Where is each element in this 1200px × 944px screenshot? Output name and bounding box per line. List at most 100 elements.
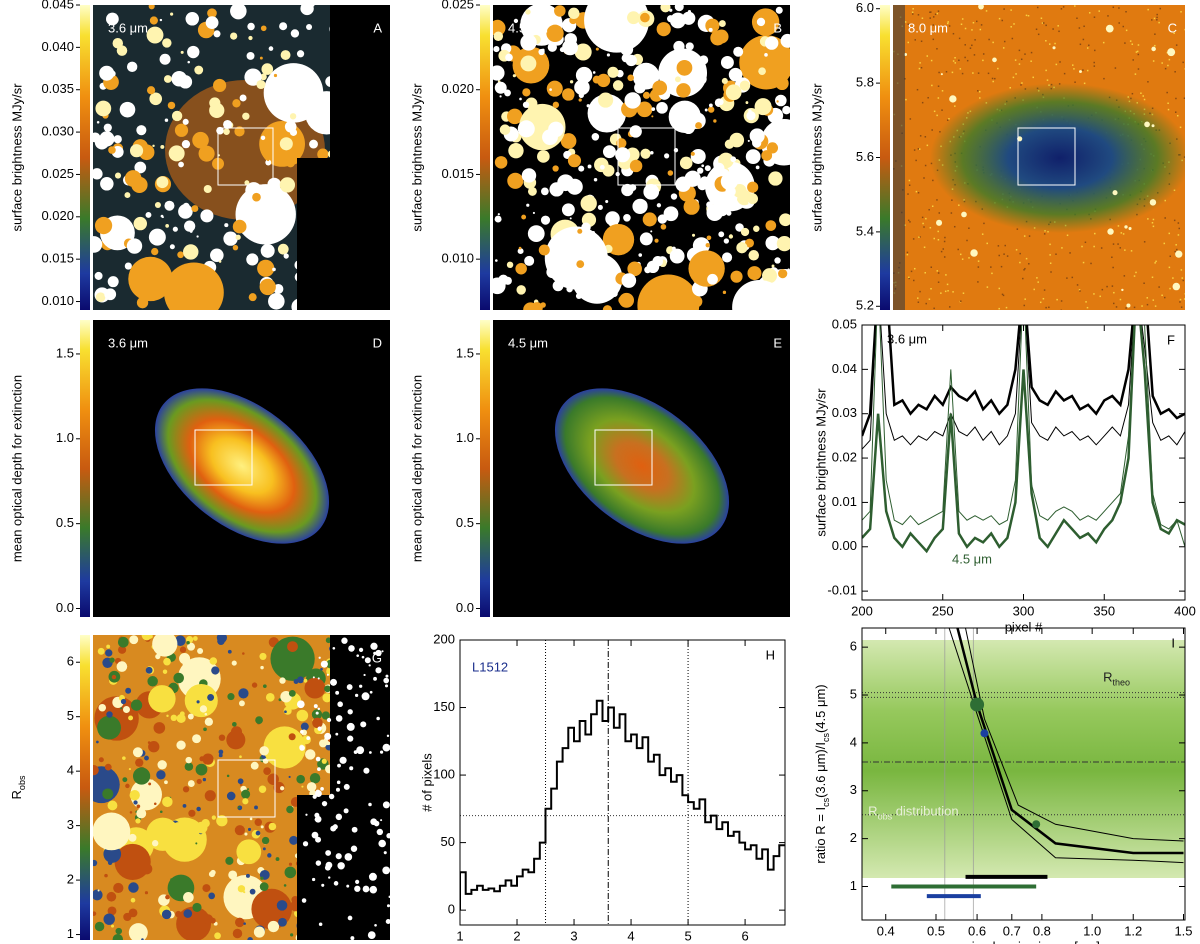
image-speck: [732, 183, 747, 198]
image-speck: [1154, 44, 1156, 47]
axis-label: # of pixels: [419, 753, 434, 812]
image-speck: [764, 36, 779, 50]
image-speck: [289, 835, 299, 845]
marker: [1032, 820, 1041, 829]
label-part: ratio R = I: [813, 807, 828, 864]
image-speck: [278, 917, 287, 927]
image-speck: [183, 892, 194, 903]
image-speck: [242, 652, 245, 655]
image-speck: [317, 726, 322, 731]
image-speck: [1176, 248, 1178, 251]
image-speck: [1113, 291, 1115, 294]
image-speck: [1078, 27, 1081, 29]
image-speck: [93, 236, 103, 253]
image-speck: [235, 184, 296, 245]
image-speck: [1018, 63, 1021, 65]
image-speck: [627, 261, 642, 277]
image-speck: [260, 243, 275, 258]
image-speck: [972, 21, 975, 24]
image-speck: [1028, 235, 1031, 237]
image-speck: [1117, 243, 1119, 245]
image-speck: [130, 778, 162, 811]
image-speck: [254, 818, 263, 826]
image-speck: [991, 272, 993, 275]
image-speck: [1169, 287, 1171, 290]
image-speck: [687, 20, 690, 23]
image-speck: [300, 730, 304, 734]
image-speck: [383, 677, 390, 684]
image-speck: [998, 287, 1001, 290]
image-speck: [522, 88, 531, 97]
image-speck: [717, 98, 724, 106]
image-speck: [937, 230, 939, 233]
image-speck: [1164, 217, 1166, 219]
image-speck: [771, 264, 775, 268]
image-speck: [1093, 65, 1096, 67]
image-speck: [937, 97, 940, 99]
image-speck: [917, 14, 920, 16]
image-speck: [1050, 271, 1052, 273]
image-speck: [493, 19, 506, 37]
image-speck: [593, 177, 598, 182]
image-speck: [179, 653, 191, 665]
image-speck: [656, 22, 671, 37]
image-speck: [363, 767, 370, 774]
image-speck: [160, 144, 165, 149]
image-speck: [115, 927, 123, 935]
plot-area: [93, 5, 390, 310]
image-speck: [346, 722, 355, 731]
image-speck: [964, 56, 966, 59]
image-speck: [385, 918, 390, 925]
image-speck: [930, 266, 933, 268]
image-speck: [1167, 108, 1170, 111]
image-speck: [1151, 222, 1154, 224]
image-speck: [936, 199, 938, 201]
histogram-bar: [585, 735, 591, 911]
image-speck: [574, 79, 590, 96]
image-star: [978, 5, 984, 10]
image-speck: [606, 22, 616, 32]
image-speck: [156, 770, 166, 780]
image-speck: [1133, 275, 1136, 277]
image-speck: [660, 224, 667, 230]
image-speck: [239, 94, 247, 102]
image-speck: [301, 785, 304, 788]
image-speck: [621, 273, 637, 288]
image-speck: [360, 721, 367, 728]
image-speck: [267, 920, 280, 933]
image-speck: [948, 25, 951, 27]
image-speck: [134, 161, 147, 174]
image-speck: [106, 12, 119, 26]
image-speck: [335, 787, 340, 792]
image-speck: [522, 101, 530, 108]
image-speck: [146, 26, 164, 44]
image-speck: [494, 156, 508, 169]
image-speck: [1081, 245, 1083, 248]
image-speck: [745, 238, 754, 248]
image-speck: [225, 856, 234, 865]
image-speck: [736, 242, 748, 254]
histogram-bar: [528, 872, 534, 910]
image-speck: [97, 647, 105, 655]
image-speck: [580, 195, 597, 212]
image-speck: [642, 91, 651, 99]
image-speck: [163, 75, 172, 83]
image-speck: [247, 937, 253, 940]
y-tick-label: -0.01: [827, 583, 857, 598]
image-speck: [205, 16, 219, 30]
image-speck: [624, 92, 641, 109]
image-speck: [1167, 102, 1169, 105]
image-speck: [154, 201, 161, 209]
histogram-bar: [466, 894, 472, 910]
image-speck: [977, 90, 979, 92]
image-speck: [912, 238, 915, 240]
image-speck: [643, 184, 660, 200]
image-speck: [1179, 301, 1181, 303]
image-speck: [1071, 276, 1074, 279]
image-star: [1175, 250, 1183, 258]
image-speck: [176, 713, 186, 724]
image-speck: [1114, 67, 1117, 69]
image-speck: [982, 59, 984, 62]
image-speck: [183, 909, 193, 918]
